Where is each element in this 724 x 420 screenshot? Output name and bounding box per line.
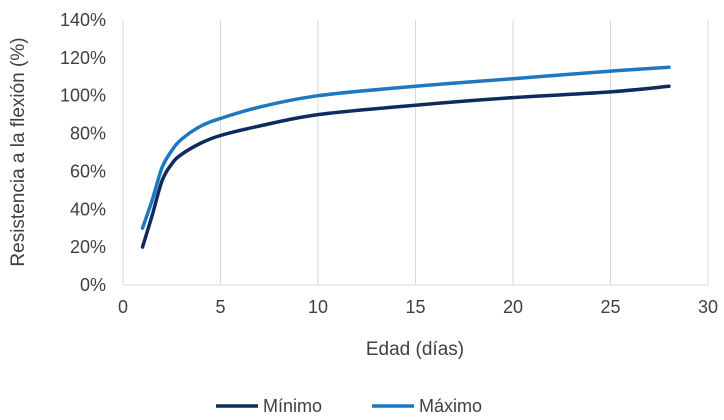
x-tick-5: 5 xyxy=(215,297,225,317)
y-axis-title: Resistencia a la flexión (%) xyxy=(8,37,29,266)
y-tick-20%: 20% xyxy=(70,237,106,257)
y-tick-labels: 0% 20% 40% 60% 80% 100% 120% 140% xyxy=(60,10,106,295)
x-tick-10: 10 xyxy=(308,297,328,317)
x-tick-30: 30 xyxy=(698,297,718,317)
y-tick-0%: 0% xyxy=(80,275,106,295)
y-tick-60%: 60% xyxy=(70,161,106,181)
y-tick-100%: 100% xyxy=(60,86,106,106)
y-tick-40%: 40% xyxy=(70,199,106,219)
x-tick-0: 0 xyxy=(118,297,128,317)
x-tick-labels: 0 5 10 15 20 25 30 xyxy=(118,297,718,317)
x-tick-25: 25 xyxy=(600,297,620,317)
legend-label-minimo: Mínimo xyxy=(263,396,322,416)
legend-label-maximo: Máximo xyxy=(419,396,482,416)
y-tick-80%: 80% xyxy=(70,124,106,144)
legend: Mínimo Máximo xyxy=(216,396,482,416)
y-tick-140%: 140% xyxy=(60,10,106,30)
series-line-maximo xyxy=(140,65,671,230)
y-tick-120%: 120% xyxy=(60,48,106,68)
axes xyxy=(122,20,708,286)
x-tick-15: 15 xyxy=(405,297,425,317)
x-axis-title: Edad (días) xyxy=(366,339,464,360)
data-series xyxy=(140,65,671,249)
x-tick-20: 20 xyxy=(503,297,523,317)
series-line-minimo xyxy=(140,84,671,249)
gridlines xyxy=(220,20,709,285)
